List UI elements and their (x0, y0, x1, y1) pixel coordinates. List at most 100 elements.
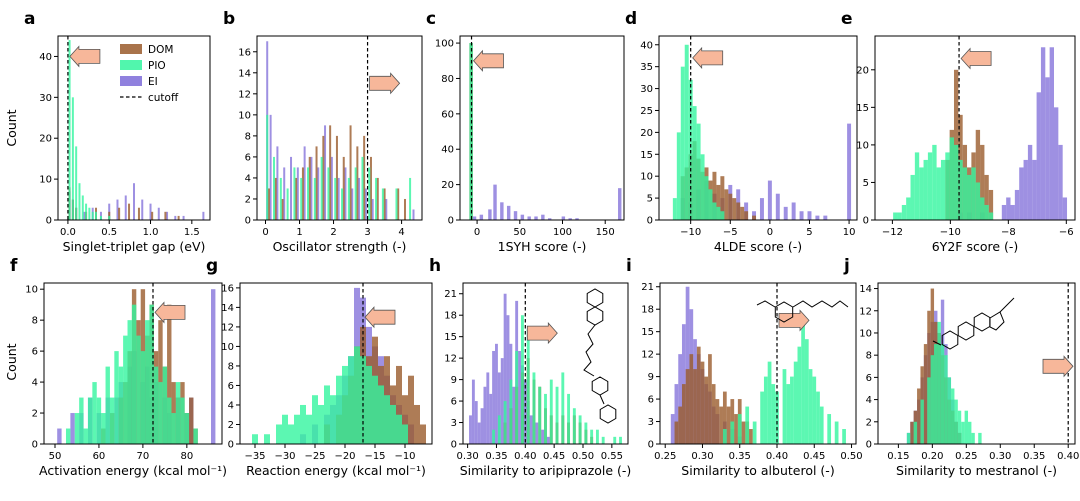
y-tick-label: 12 (238, 89, 251, 100)
bar-ei (500, 358, 504, 444)
y-tick-label: 10 (221, 342, 234, 353)
y-tick-label: 6 (228, 381, 234, 392)
bar-pio (312, 395, 318, 444)
y-tick-label: 14 (221, 303, 234, 314)
bar-dom (408, 375, 414, 444)
bar-pio (819, 406, 824, 444)
bar-ei (1014, 189, 1020, 220)
legend-label: DOM (148, 44, 173, 56)
bar-dom (728, 193, 733, 220)
bar-ei (337, 177, 340, 220)
bar-ei (310, 156, 313, 220)
bar-ei (479, 214, 484, 220)
bar-pio (793, 361, 798, 444)
x-axis-label: 6Y2F score (-) (932, 239, 1019, 254)
bar-pio (108, 215, 111, 220)
direction-arrow (472, 49, 504, 72)
bar-dom (369, 156, 372, 220)
bar-pio (827, 414, 832, 444)
bar-ei (358, 177, 361, 220)
bar-pio (79, 397, 84, 444)
bar-pio (555, 386, 559, 444)
panel-g: −35 −30 −25 −20 −15 −10 0 2 4 6 8 10 12 14 16 Reaction … (206, 256, 433, 478)
x-tick-label: −10 (680, 227, 701, 238)
bar-pio (968, 421, 972, 444)
bar-ei (575, 218, 579, 220)
x-tick-label: 0.35 (1023, 451, 1045, 462)
bar-pio (934, 344, 938, 444)
bar-ei (541, 429, 545, 444)
y-tick-label: 80 (441, 74, 454, 85)
bar-ei (486, 372, 490, 444)
bar-ei (276, 146, 279, 220)
bar-pio (590, 429, 594, 444)
bar-pio (324, 385, 330, 444)
bar-pio (75, 146, 78, 220)
bar-dom (118, 207, 121, 220)
bar-pio (171, 413, 176, 444)
bar-pio (65, 428, 71, 444)
y-tick-label: 4 (866, 395, 872, 406)
bars-f (57, 289, 216, 444)
bar-ei (1001, 204, 1007, 220)
bar-ei (799, 211, 804, 220)
x-tick-label: 0.25 (654, 451, 676, 462)
bar-ei (211, 289, 216, 444)
bar-dom (917, 388, 921, 444)
bar-pio (913, 421, 918, 444)
bar-pio (378, 385, 384, 444)
bar-dom (128, 203, 131, 220)
bar-pio (306, 414, 312, 444)
bar-dom (716, 184, 721, 220)
y-tick-label: 9 (648, 372, 654, 383)
bar-pio (720, 211, 725, 220)
bar-pio (409, 177, 412, 220)
bar-pio (893, 212, 898, 220)
panel-h: 0.30 0.35 0.40 0.45 0.50 0.55 0 3 6 9 12 15 18 21 Simi… (429, 256, 631, 478)
bar-pio (688, 79, 693, 220)
x-axis-label: Reaction energy (kcal mol⁻¹) (246, 463, 426, 478)
panel-d: −10 −5 0 5 10 0 5 10 15 20 25 30 35 40 4LDE score (-) d (625, 9, 858, 254)
x-tick-label: −30 (274, 451, 295, 462)
bar-pio (354, 346, 360, 444)
bar-pio (984, 204, 989, 220)
axes-frame (43, 282, 223, 445)
bar-pio (752, 421, 757, 444)
bar-dom (342, 156, 345, 220)
bar-ei (283, 167, 286, 220)
bar-pio (526, 329, 530, 444)
bar-dom (397, 188, 400, 220)
bar-ei (351, 188, 354, 220)
x-tick-label: 0.35 (729, 451, 751, 462)
bar-pio (81, 195, 84, 220)
bar-pio (897, 212, 902, 220)
bar-pio (771, 384, 776, 444)
mestranol-structure-icon (932, 297, 1015, 350)
bar-ei (1032, 159, 1037, 220)
bar-pio (920, 399, 924, 444)
bar-pio (162, 366, 168, 444)
x-tick-label: 0.50 (840, 451, 862, 462)
bar-ei (775, 193, 780, 220)
bar-pio (716, 206, 721, 220)
bar-dom (685, 369, 690, 444)
bar-ei (791, 202, 796, 220)
bar-pio (327, 167, 330, 220)
y-tick-label: 6 (32, 347, 38, 358)
bar-ei (503, 293, 507, 444)
y-tick-label: 18 (641, 305, 654, 316)
x-tick-label: 0.35 (485, 451, 507, 462)
bar-ei (174, 215, 177, 220)
bar-ei (70, 413, 75, 444)
x-axis-label: Similarity to mestranol (-) (896, 463, 1057, 478)
y-tick-label: 2 (866, 417, 872, 428)
bar-dom (980, 144, 985, 220)
bar-pio (127, 320, 132, 444)
bar-ei (317, 167, 320, 220)
bar-pio (307, 167, 310, 220)
bar-pio (347, 177, 350, 220)
bar-pio (497, 415, 501, 444)
bar-pio (544, 393, 547, 444)
x-tick-label: 0.40 (1057, 451, 1079, 462)
direction-arrow (960, 47, 992, 70)
